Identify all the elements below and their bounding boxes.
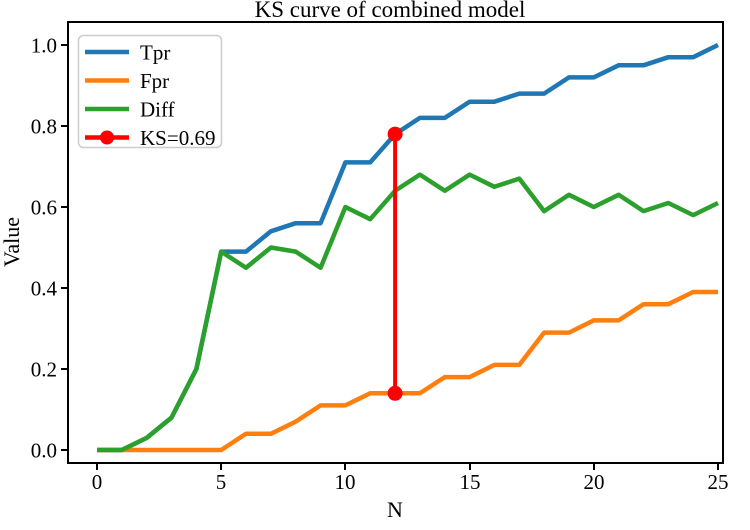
x-tick-label: 0 (92, 470, 103, 494)
y-tick-label: 0.6 (31, 195, 57, 219)
x-tick-label: 15 (460, 470, 481, 494)
y-tick-label: 0.8 (31, 114, 57, 138)
y-tick-label: 0.2 (31, 357, 57, 381)
plot-frame (67, 21, 724, 464)
series-lines (97, 42, 719, 453)
y-tick-label: 0.0 (31, 438, 57, 462)
x-axis-label: N (387, 497, 403, 522)
fpr-line (97, 289, 718, 453)
legend-item-tpr: Tpr (140, 40, 170, 64)
x-tick-label: 20 (584, 470, 605, 494)
diff-line (97, 172, 719, 453)
legend-item-diff: Diff (140, 97, 175, 121)
legend-item-ks: KS=0.69 (140, 126, 215, 150)
y-axis-label: Value (0, 217, 24, 267)
ks-marker-bottom (387, 385, 403, 401)
legend-ks-marker-icon (100, 130, 114, 145)
x-axis-ticks: 0 5 10 15 20 25 (92, 463, 729, 494)
y-tick-label: 1.0 (31, 33, 57, 57)
x-tick-label: 5 (216, 470, 227, 494)
legend-item-fpr: Fpr (140, 69, 169, 93)
y-tick-label: 0.4 (31, 276, 58, 300)
y-axis-ticks: 0.0 0.2 0.4 0.6 0.8 1.0 (31, 33, 68, 462)
x-tick-label: 10 (335, 470, 356, 494)
legend: Tpr Fpr Diff KS=0.69 (77, 34, 223, 150)
chart-title: KS curve of combined model (255, 0, 526, 22)
legend-box (77, 34, 223, 149)
x-tick-label: 25 (708, 470, 729, 494)
ks-marker-top (387, 126, 403, 142)
